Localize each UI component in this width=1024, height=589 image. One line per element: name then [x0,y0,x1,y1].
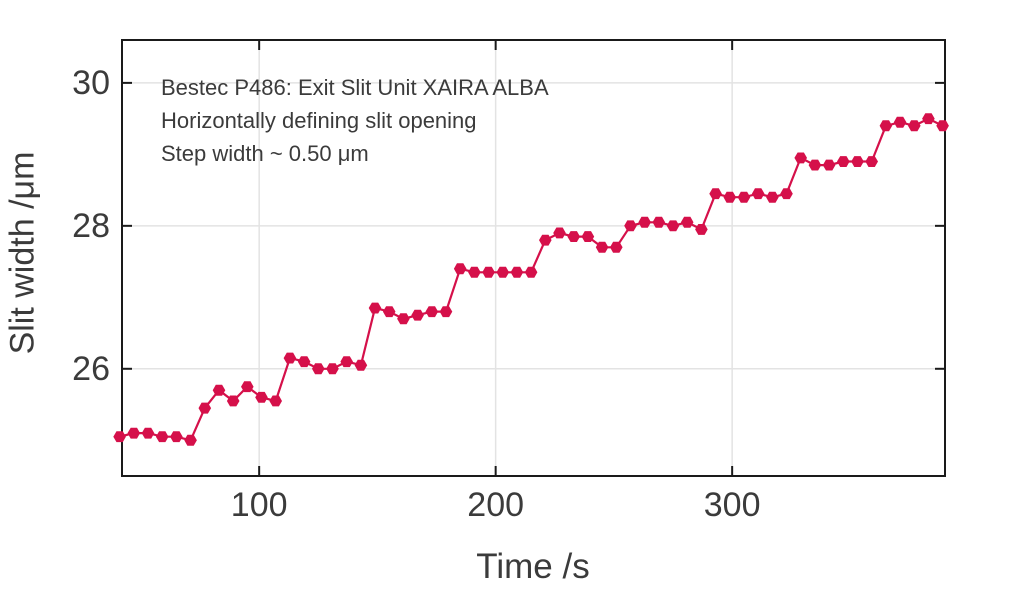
data-point [595,241,609,253]
data-point [936,120,949,132]
data-point [198,402,212,414]
data-point [425,306,439,318]
data-point [553,227,566,239]
data-point [326,363,339,375]
data-point [127,427,141,439]
data-point [411,309,424,321]
x-tick-label-300: 300 [703,486,761,524]
data-point [581,231,595,242]
x-tick-label-200: 200 [467,486,525,524]
data-point [113,431,126,443]
data-point [908,120,921,132]
data-point [212,384,226,396]
data-point [241,381,254,393]
data-point [922,113,935,125]
x-axis-label: Time /s [476,547,590,586]
plot-annotation: Bestec P486: Exit Slit Unit XAIRA ALBA H… [161,71,549,170]
data-point [141,427,155,439]
data-point [865,156,878,167]
annotation-line-3: Step width ~ 0.50 μm [161,141,369,166]
axes-frame [121,39,946,477]
data-point [496,266,510,278]
data-point [382,306,396,318]
data-point [766,191,779,203]
data-point [723,191,737,203]
data-point [539,234,552,246]
y-axis-label: Slit width /μm [3,151,42,355]
data-point [610,241,623,253]
data-point [397,313,410,325]
data-point [822,159,836,171]
data-point [354,359,368,371]
data-point [510,266,524,278]
data-point [695,224,708,235]
data-point [226,395,240,407]
y-tick-label-30: 30 [72,63,110,102]
data-point [170,431,183,443]
data-point [439,306,453,318]
data-point [184,434,197,446]
data-point [567,231,580,242]
data-point [482,266,495,278]
data-point [808,159,822,171]
y-tick-label-26: 26 [72,349,110,388]
data-point [652,216,666,228]
data-point [468,266,481,278]
data-point [837,156,850,167]
data-point [297,356,311,368]
data-point [283,352,297,364]
data-point [680,216,694,228]
data-point [255,391,268,403]
data-point [780,188,793,200]
data-point [155,431,169,443]
data-point [737,191,751,203]
annotation-line-1: Bestec P486: Exit Slit Unit XAIRA ALBA [161,75,549,100]
data-point [638,216,651,228]
data-point [709,188,722,200]
data-point [624,220,637,232]
annotation-line-2: Horizontally defining slit opening [161,108,477,133]
data-point [794,152,807,164]
data-point [269,395,282,407]
data-point [851,156,864,167]
y-tick-label-28: 28 [72,206,110,245]
data-point [524,266,538,278]
data-point [368,302,382,314]
data-point [893,116,907,128]
data-point [340,356,353,368]
data-point [751,188,765,200]
data-point [312,363,325,375]
data-point [879,120,893,132]
data-point [666,220,680,232]
data-point [453,263,467,275]
x-tick-label-100: 100 [230,486,288,524]
